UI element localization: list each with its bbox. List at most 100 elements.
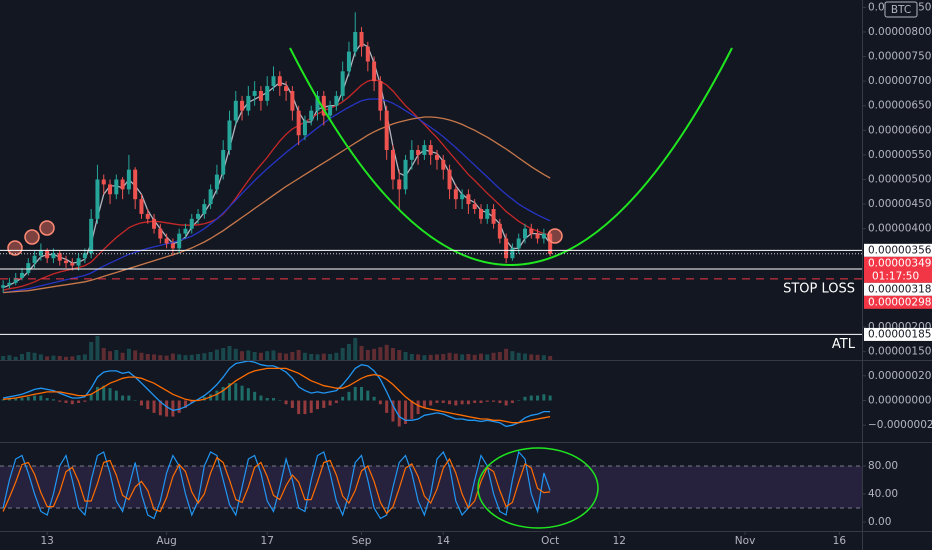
- x-tick-label: 14: [437, 535, 451, 547]
- volume-bar: [271, 350, 276, 360]
- y-tick-label: 0.00000700: [868, 75, 931, 87]
- x-tick-label: 12: [613, 535, 626, 547]
- macd-histogram-bar: [253, 391, 257, 401]
- macd-histogram-bar: [133, 400, 137, 402]
- highlight-circle: [547, 228, 563, 244]
- macd-histogram-bar: [234, 383, 238, 401]
- candle-body: [541, 233, 546, 239]
- macd-histogram-bar: [404, 400, 408, 424]
- candle-body: [177, 233, 182, 249]
- volume-bar: [70, 356, 75, 360]
- macd-histogram-bar: [127, 395, 131, 401]
- highlight-circle: [24, 229, 40, 245]
- macd-histogram-bar: [58, 400, 62, 402]
- candle-body: [409, 150, 414, 160]
- candle-body: [277, 76, 282, 87]
- price-tag: [864, 243, 932, 257]
- candle-body: [76, 258, 81, 266]
- volume-bar: [120, 352, 125, 360]
- candle-body: [258, 90, 263, 101]
- candle-body: [208, 189, 213, 205]
- cup-curve: [289, 47, 733, 266]
- volume-bar: [177, 354, 182, 360]
- macd-histogram-bar: [347, 391, 351, 401]
- macd-histogram-bar: [523, 396, 527, 401]
- volume-bar: [378, 347, 383, 360]
- candle-body: [302, 120, 307, 136]
- volume-bar: [504, 348, 509, 360]
- volume-bar: [133, 350, 138, 360]
- macd-histogram-bar: [517, 400, 521, 402]
- volume-bar: [346, 344, 351, 360]
- volume-bar: [497, 352, 502, 360]
- candle-body: [126, 169, 131, 190]
- volume-bar: [95, 336, 100, 360]
- volume-bar: [359, 346, 364, 360]
- volume-bar: [284, 353, 289, 360]
- macd-histogram-bar: [366, 390, 370, 401]
- candle-body: [114, 179, 119, 195]
- volume-bar: [258, 352, 263, 360]
- candle-body: [108, 184, 113, 195]
- price-tag-label: 0.00000318: [868, 284, 931, 296]
- candle-body: [346, 51, 351, 72]
- macd-histogram-bar: [83, 400, 87, 402]
- macd-histogram-bar: [529, 395, 533, 401]
- volume-bar: [541, 355, 546, 360]
- candle-body: [334, 95, 339, 106]
- price-tag: [864, 282, 932, 296]
- volume-bar: [434, 354, 439, 360]
- candle-body: [497, 223, 502, 239]
- candle-body: [120, 179, 125, 190]
- y-tick-label: 0.00000500: [868, 174, 931, 186]
- candle-body: [372, 61, 377, 82]
- volume-bar: [516, 352, 521, 360]
- y-tick-label: 0.00000450: [868, 198, 931, 210]
- volume-bar: [158, 355, 163, 360]
- macd-histogram-bar: [278, 400, 282, 402]
- price-tag: [864, 256, 932, 283]
- macd-histogram-bar: [422, 400, 426, 408]
- volume-bar: [32, 352, 37, 360]
- x-tick-label: Sep: [352, 535, 372, 547]
- candle-body: [233, 100, 238, 121]
- currency-badge: [884, 1, 918, 18]
- macd-histogram-bar: [360, 386, 364, 401]
- macd-histogram-bar: [70, 400, 74, 405]
- macd-histogram-bar: [416, 400, 420, 415]
- volume-bar: [302, 352, 307, 360]
- macd-histogram-bar: [190, 400, 194, 403]
- y-tick-label: 0.00000750: [868, 51, 931, 63]
- macd-histogram-bar: [542, 394, 546, 401]
- stoch-rsi-pane: [0, 450, 862, 520]
- volume-bar: [397, 350, 402, 360]
- volume-bar: [422, 355, 427, 360]
- macd-histogram-bar: [504, 400, 508, 406]
- volume-bar: [183, 355, 188, 360]
- y-tick-label: 0.00000800: [868, 26, 931, 38]
- volume-bar: [441, 354, 446, 360]
- macd-histogram-bar: [341, 396, 345, 401]
- volume-bar: [126, 348, 131, 360]
- candle-body: [1, 285, 6, 288]
- candle-body: [504, 238, 509, 259]
- macd-histogram-bar: [89, 394, 93, 401]
- macd-histogram-bar: [95, 386, 99, 401]
- volume-bar: [321, 353, 326, 360]
- highlight-circle: [7, 240, 23, 256]
- x-tick-label: 16: [833, 535, 847, 547]
- macd-histogram-bar: [139, 400, 143, 406]
- volume-bar: [535, 354, 540, 360]
- x-tick-label: Aug: [156, 535, 177, 547]
- signal-line: [3, 367, 551, 424]
- volume-bar: [277, 352, 282, 360]
- macd-histogram-bar: [246, 388, 250, 401]
- candle-body: [64, 260, 69, 264]
- macd-histogram-bar: [221, 386, 225, 401]
- volume-bar: [485, 354, 490, 360]
- candle-body: [340, 71, 345, 96]
- macd-histogram-bar: [309, 400, 313, 413]
- macd-histogram-bar: [441, 400, 445, 403]
- macd-histogram-bar: [485, 400, 489, 402]
- volume-bar: [428, 354, 433, 360]
